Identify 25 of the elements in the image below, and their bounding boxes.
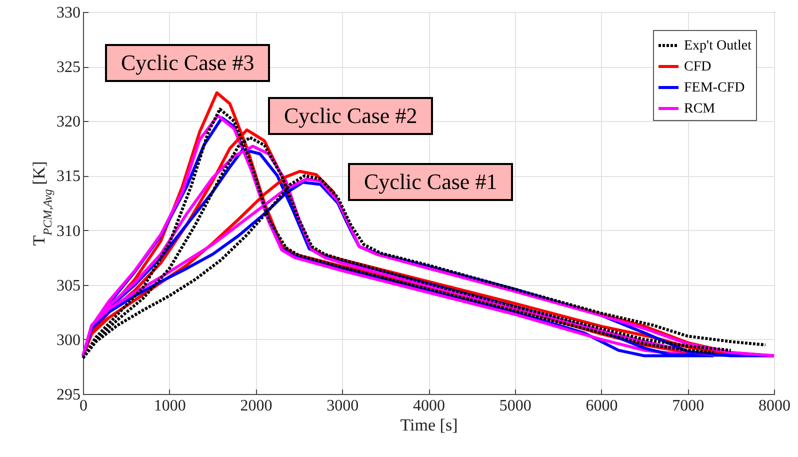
annotation: Cyclic Case #3 [105,44,270,82]
annotation: Cyclic Case #2 [268,97,434,135]
y-tick-label: 295 [56,386,80,404]
y-tick-label: 325 [56,59,80,76]
y-tick-label: 300 [56,332,80,349]
x-tick-label: 3000 [326,398,359,414]
x-axis-title: Time [s] [400,416,458,434]
y-tick-label: 305 [56,277,80,294]
y-tick-label: 330 [56,4,80,22]
legend-label: Exp't Outlet [684,38,752,54]
x-tick-label: 4000 [413,398,445,414]
x-tick-label: 6000 [586,398,618,414]
legend-label: FEM-CFD [684,80,745,96]
legend-label: RCM [684,102,716,116]
legend-label: CFD [684,60,712,74]
x-tick-label: 7000 [672,398,704,414]
y-tick-label: 315 [56,168,80,186]
annotation: Cyclic Case #1 [348,163,514,201]
x-tick-label: 5000 [499,398,532,414]
x-tick-label: 2000 [240,398,272,414]
x-tick-label: 0 [80,398,88,414]
y-tick-label: 320 [56,114,80,131]
x-tick-label: 1000 [154,398,186,414]
x-tick-label: 8000 [758,398,790,414]
y-tick-label: 310 [56,222,80,240]
